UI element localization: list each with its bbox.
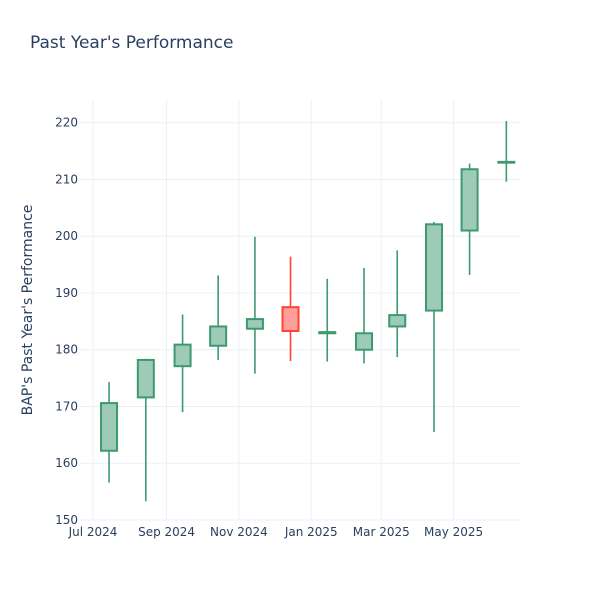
candle (460, 163, 479, 275)
x-axis-ticks: Jul 2024 Sep 2024 Nov 2024 Jan 2025 Mar 2025… (68, 525, 484, 539)
candle (281, 256, 300, 362)
candle-body (497, 160, 516, 164)
y-tick-label: 170 (55, 399, 78, 413)
y-tick-label: 150 (55, 513, 78, 527)
y-tick-label: 190 (55, 286, 78, 300)
candle-body (355, 332, 374, 351)
candle-body (245, 318, 264, 330)
y-tick-label: 200 (55, 229, 78, 243)
candle-body (100, 402, 119, 452)
x-tick-label: Mar 2025 (353, 525, 410, 539)
candle (245, 236, 264, 374)
candle (209, 275, 228, 360)
candle (100, 382, 119, 483)
candle-body (281, 306, 300, 333)
y-tick-label: 160 (55, 456, 78, 470)
candle (425, 222, 444, 433)
candle (355, 268, 374, 364)
candle (318, 278, 337, 362)
x-tick-label: May 2025 (424, 525, 483, 539)
x-tick-label: Jul 2024 (68, 525, 118, 539)
candle-body (173, 343, 192, 368)
candle-body (209, 325, 228, 347)
y-tick-label: 220 (55, 116, 78, 130)
candle (173, 314, 192, 413)
y-tick-label: 180 (55, 343, 78, 357)
candle-body (460, 168, 479, 232)
candle-body (388, 314, 407, 328)
chart-title: Past Year's Performance (30, 33, 234, 53)
candle (497, 121, 516, 182)
candle-body (136, 358, 155, 399)
candle-body (318, 331, 337, 335)
y-tick-label: 210 (55, 172, 78, 186)
x-tick-label: Jan 2025 (284, 525, 338, 539)
x-tick-label: Sep 2024 (138, 525, 195, 539)
y-axis-ticks: 150 160 170 180 190 200 210 220 (55, 116, 78, 527)
candle (136, 358, 155, 502)
x-tick-label: Nov 2024 (210, 525, 268, 539)
candle (388, 250, 407, 358)
candle-body (425, 223, 444, 312)
candles (100, 121, 516, 502)
grid-lines (80, 100, 520, 521)
y-axis-title: BAP's Past Year's Performance (20, 205, 36, 416)
